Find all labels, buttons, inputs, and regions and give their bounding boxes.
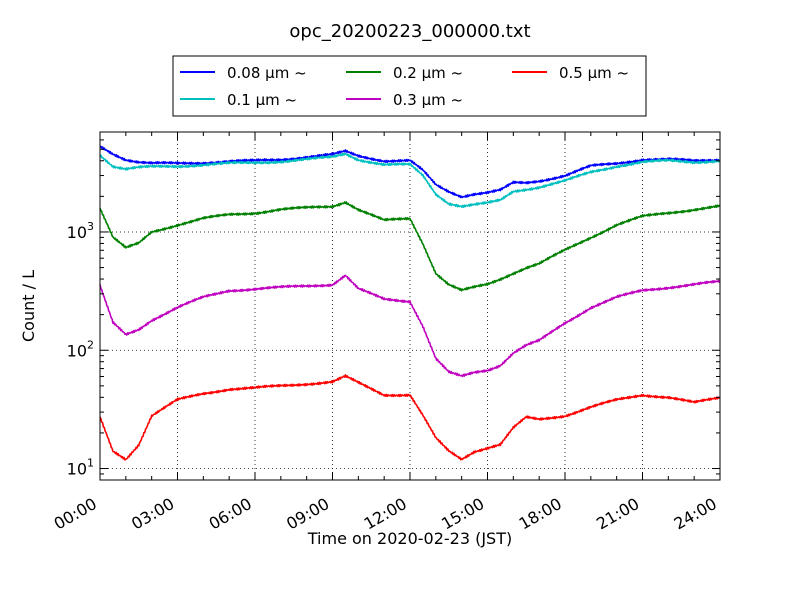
x-tick-label: 15:00 — [438, 494, 487, 534]
x-tick-label: 21:00 — [593, 494, 642, 534]
legend: 0.08 µm ~ 0.1 µm ~ 0.2 µm ~ 0.3 µm ~ 0.5 µm … — [172, 55, 647, 117]
x-tick-label: 24:00 — [671, 494, 720, 534]
y-tick-labels: 101 102 103 — [67, 220, 94, 479]
x-tick-label: 09:00 — [283, 494, 332, 534]
x-tick-label: 12:00 — [361, 494, 410, 534]
y-tick-label: 102 — [67, 338, 94, 360]
axis-ticks — [99, 131, 721, 481]
x-tick-label: 03:00 — [128, 494, 177, 534]
series-line — [99, 145, 721, 199]
y-tick-label: 101 — [67, 457, 94, 479]
x-tick-label: 18:00 — [516, 494, 565, 534]
legend-label: 0.08 µm ~ — [227, 64, 307, 82]
legend-label: 0.3 µm ~ — [393, 91, 463, 109]
x-tick-labels: 00:00 03:00 06:00 09:00 12:00 15:00 18:00 21:00… — [51, 494, 720, 534]
series-line — [99, 201, 721, 292]
x-tick-label: 00:00 — [51, 494, 100, 534]
y-tick-label: 103 — [67, 220, 94, 242]
x-axis-label: Time on 2020-02-23 (JST) — [307, 529, 512, 548]
x-tick-label: 06:00 — [206, 494, 255, 534]
chart-title: opc_20200223_000000.txt — [289, 21, 530, 42]
legend-label: 0.5 µm ~ — [559, 64, 629, 82]
series-line — [99, 274, 721, 378]
series-line — [99, 374, 721, 461]
y-axis-label: Count / L — [19, 270, 38, 342]
series-line — [99, 152, 721, 208]
legend-label: 0.2 µm ~ — [393, 64, 463, 82]
grid — [100, 132, 720, 480]
series-lines — [99, 145, 721, 461]
legend-box — [172, 55, 647, 117]
legend-label: 0.1 µm ~ — [227, 91, 297, 109]
